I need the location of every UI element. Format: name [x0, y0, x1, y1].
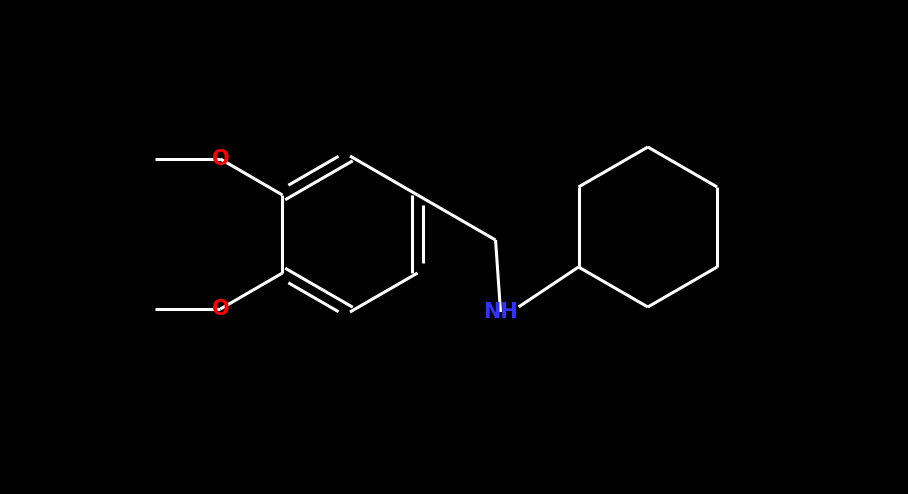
Text: NH: NH: [483, 302, 518, 322]
Text: O: O: [212, 299, 229, 319]
Text: O: O: [212, 149, 229, 169]
